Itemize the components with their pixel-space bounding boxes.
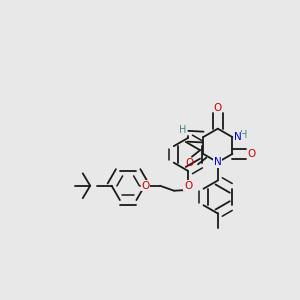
Text: O: O <box>141 181 150 191</box>
Text: N: N <box>214 157 222 167</box>
Text: O: O <box>185 158 194 168</box>
Text: O: O <box>248 149 256 159</box>
Text: O: O <box>184 181 192 191</box>
Text: H: H <box>240 130 247 140</box>
Text: N: N <box>234 132 242 142</box>
Text: O: O <box>214 103 222 112</box>
Text: H: H <box>179 125 186 135</box>
